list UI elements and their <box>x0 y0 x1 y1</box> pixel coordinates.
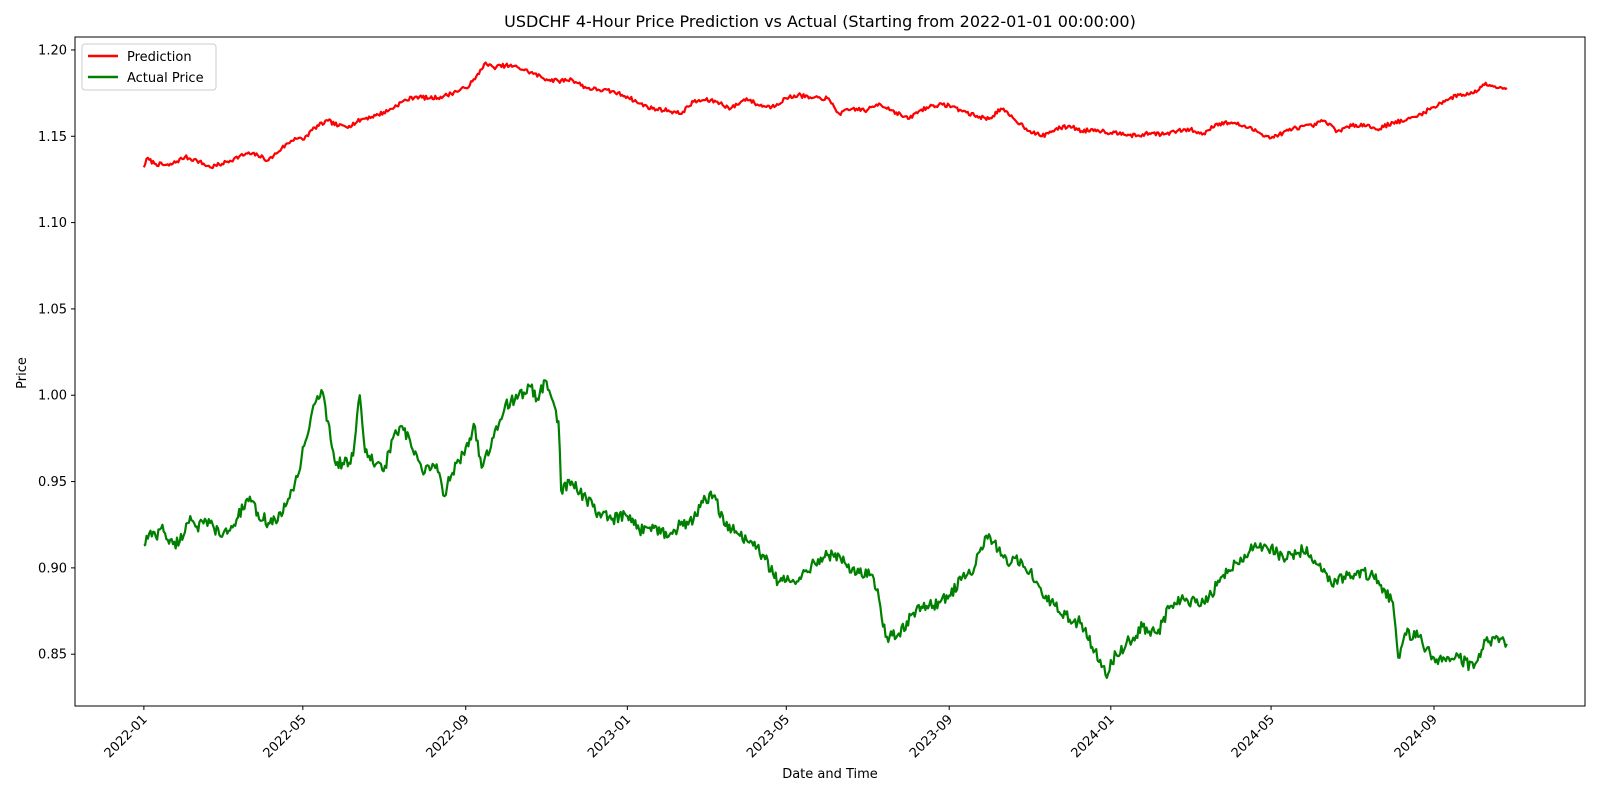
y-tick-label: 1.10 <box>38 216 67 231</box>
plot-frame <box>74 36 1586 707</box>
x-axis-label: Date and Time <box>782 767 878 782</box>
x-tick-label: 2022-09 <box>424 712 473 761</box>
plot-area: 0.85 0.90 0.95 1.00 1.05 1.10 1.15 1.20 2022-01 2… <box>38 36 1586 761</box>
y-tick-label: 0.85 <box>38 648 67 663</box>
y-tick-label: 0.90 <box>38 561 67 576</box>
x-tick-label: 2024-01 <box>1069 712 1118 761</box>
x-tick-label: 2023-09 <box>907 712 956 761</box>
x-tick-label: 2024-09 <box>1392 712 1441 761</box>
legend-label-prediction: Prediction <box>127 50 192 65</box>
legend: Prediction Actual Price <box>81 43 217 91</box>
series-line-actual-price <box>143 379 1508 680</box>
x-tick-label: 2024-05 <box>1229 712 1278 761</box>
y-tick-label: 1.00 <box>38 389 67 404</box>
legend-label-actual-price: Actual Price <box>127 71 204 86</box>
x-tick-label: 2022-05 <box>261 712 310 761</box>
y-tick-label: 1.15 <box>38 130 67 145</box>
x-tick-label: 2023-01 <box>585 712 634 761</box>
y-tick-label: 0.95 <box>38 475 67 490</box>
series-line-prediction <box>142 61 1508 170</box>
y-tick-label: 1.20 <box>38 43 67 58</box>
x-tick-label: 2022-01 <box>102 712 151 761</box>
chart-title: USDCHF 4-Hour Price Prediction vs Actual… <box>504 12 1136 31</box>
y-axis-label: Price <box>15 357 30 389</box>
x-tick-label: 2023-05 <box>744 712 793 761</box>
y-tick-label: 1.05 <box>38 302 67 317</box>
